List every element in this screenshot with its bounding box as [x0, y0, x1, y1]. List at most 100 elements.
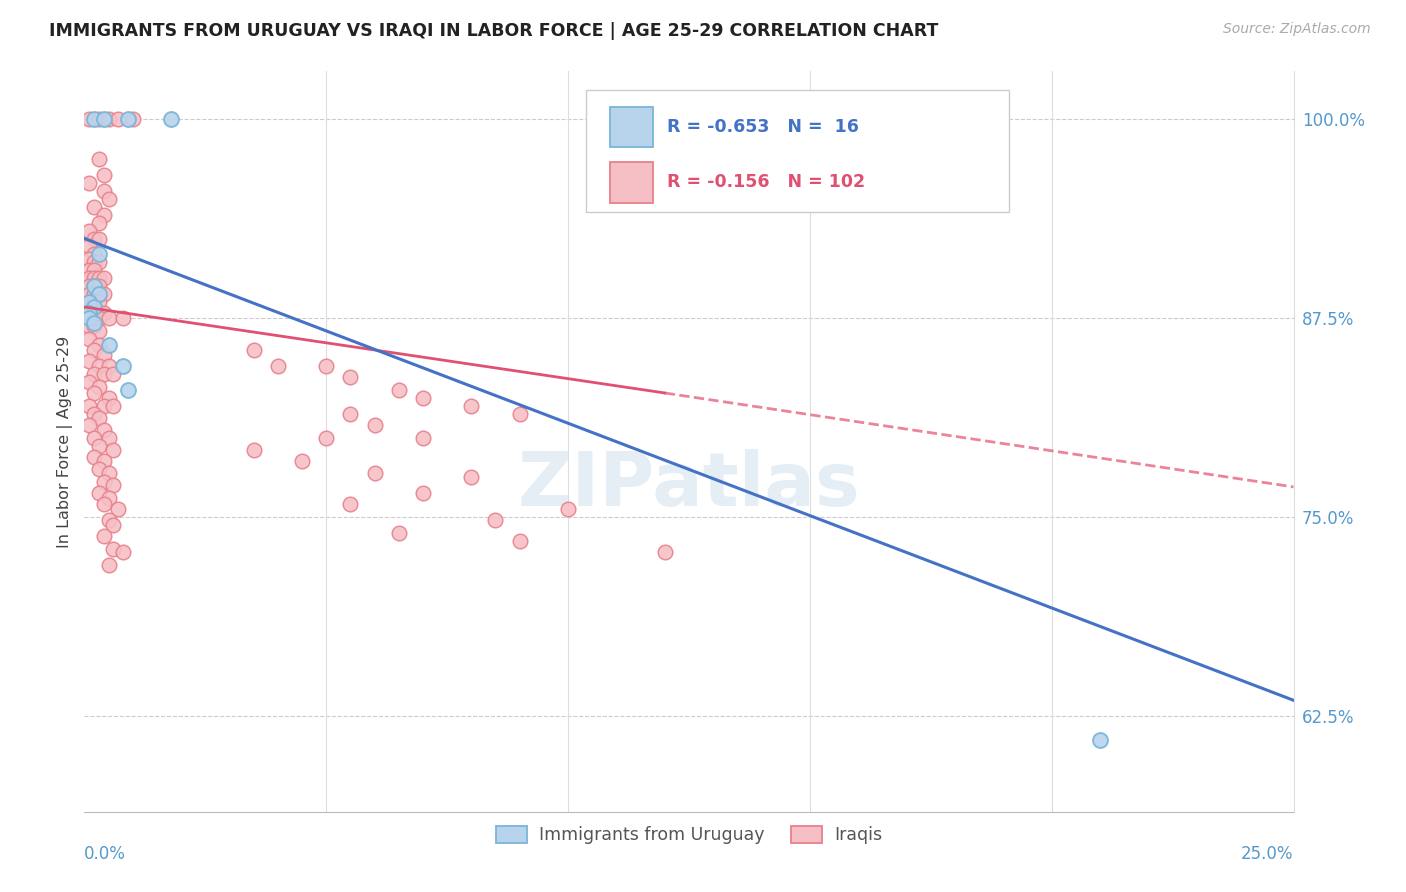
Point	[77, 252, 100, 267]
Point	[77, 295, 100, 310]
Point	[87, 112, 110, 127]
Point	[87, 231, 110, 245]
FancyBboxPatch shape	[586, 90, 1010, 212]
Point	[363, 466, 385, 480]
Point	[77, 354, 100, 368]
Point	[77, 306, 100, 320]
Point	[242, 443, 264, 458]
Point	[77, 239, 100, 253]
Point	[83, 279, 105, 293]
Point	[87, 255, 110, 269]
Point	[93, 367, 115, 381]
Point	[291, 454, 314, 468]
Point	[87, 216, 110, 230]
Point	[93, 306, 115, 320]
Point	[83, 295, 105, 310]
Point	[557, 502, 579, 516]
Point	[97, 491, 120, 505]
Point	[87, 379, 110, 393]
Point	[93, 168, 115, 182]
Point	[83, 407, 105, 421]
Point	[103, 518, 125, 533]
Point	[103, 478, 125, 492]
Point	[93, 271, 115, 285]
Point	[93, 423, 115, 437]
Point	[93, 498, 115, 512]
Point	[97, 391, 120, 405]
Text: Source: ZipAtlas.com: Source: ZipAtlas.com	[1223, 22, 1371, 37]
Point	[509, 534, 531, 549]
Point	[121, 112, 143, 127]
Point	[339, 370, 361, 384]
Point	[87, 411, 110, 425]
Text: 25.0%: 25.0%	[1241, 845, 1294, 863]
Point	[83, 231, 105, 245]
Point	[87, 287, 110, 301]
Point	[77, 263, 100, 277]
Bar	[610, 106, 652, 147]
Point	[77, 271, 100, 285]
Point	[97, 431, 120, 445]
Point	[107, 112, 129, 127]
Point	[97, 466, 120, 480]
Point	[117, 383, 139, 397]
Point	[363, 417, 385, 432]
Point	[77, 112, 100, 127]
Point	[83, 300, 105, 314]
Point	[97, 558, 120, 572]
Point	[83, 279, 105, 293]
Point	[83, 316, 105, 330]
Point	[83, 200, 105, 214]
Point	[97, 311, 120, 326]
Point	[654, 545, 676, 559]
Point	[87, 279, 110, 293]
Text: R = -0.156   N = 102: R = -0.156 N = 102	[668, 173, 865, 192]
Point	[267, 359, 290, 373]
Point	[83, 112, 105, 127]
Point	[117, 112, 139, 127]
Point	[388, 383, 411, 397]
Point	[93, 399, 115, 413]
Point	[388, 526, 411, 541]
Point	[93, 112, 115, 127]
Point	[315, 359, 337, 373]
Point	[1088, 733, 1111, 747]
Point	[97, 338, 120, 352]
Point	[77, 176, 100, 190]
Point	[160, 112, 183, 127]
Point	[83, 386, 105, 401]
Point	[103, 541, 125, 556]
Text: IMMIGRANTS FROM URUGUAY VS IRAQI IN LABOR FORCE | AGE 25-29 CORRELATION CHART: IMMIGRANTS FROM URUGUAY VS IRAQI IN LABO…	[49, 22, 939, 40]
Y-axis label: In Labor Force | Age 25-29: In Labor Force | Age 25-29	[58, 335, 73, 548]
Point	[87, 359, 110, 373]
Point	[77, 223, 100, 237]
Point	[97, 513, 120, 527]
Point	[83, 450, 105, 464]
Point	[103, 443, 125, 458]
Point	[412, 391, 434, 405]
Point	[87, 324, 110, 338]
Point	[77, 332, 100, 346]
Point	[77, 279, 100, 293]
Point	[87, 152, 110, 166]
Point	[112, 311, 135, 326]
Point	[97, 112, 120, 127]
Point	[77, 287, 100, 301]
Point	[93, 287, 115, 301]
Text: ZIPatlas: ZIPatlas	[517, 450, 860, 523]
Point	[460, 470, 482, 484]
Point	[87, 462, 110, 476]
Point	[83, 287, 105, 301]
Point	[83, 263, 105, 277]
Point	[509, 407, 531, 421]
Point	[412, 486, 434, 500]
Point	[93, 529, 115, 543]
Point	[83, 303, 105, 318]
Text: R = -0.653   N =  16: R = -0.653 N = 16	[668, 118, 859, 136]
Point	[103, 367, 125, 381]
Point	[77, 311, 100, 326]
Point	[83, 367, 105, 381]
Point	[87, 295, 110, 310]
Point	[77, 295, 100, 310]
Bar	[610, 162, 652, 202]
